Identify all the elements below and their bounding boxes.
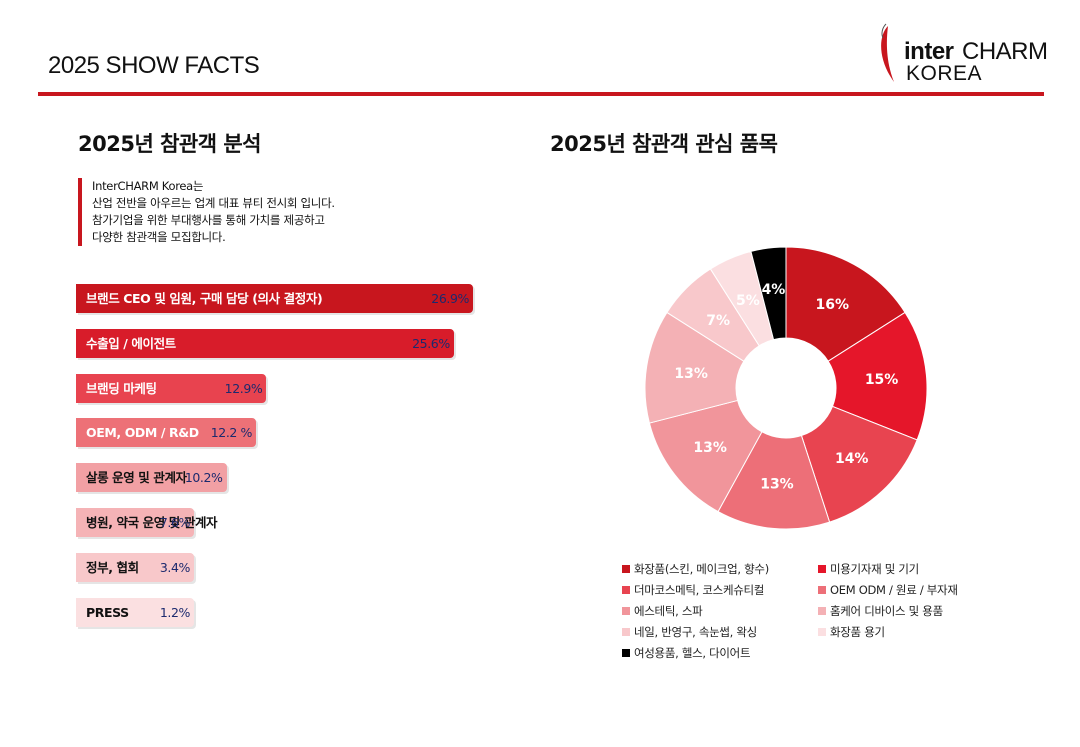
donut-slice-label: 15% [865, 372, 899, 388]
bar-value-label: 12.2 % [210, 425, 253, 441]
legend-item: 더마코스메틱, 코스케슈티컬 [622, 583, 764, 597]
legend-label: 에스테틱, 스파 [634, 604, 703, 618]
bar-value-label: 7.6% [159, 515, 191, 530]
title-rule [38, 92, 1044, 96]
bar-row: 브랜딩 마케팅 12.9% [76, 373, 267, 403]
donut-slice-label: 13% [674, 366, 708, 382]
donut-slice [800, 405, 918, 523]
intro-line: 다양한 참관객을 모집합니다. [92, 230, 226, 244]
bar-value-label: 1.2% [159, 604, 191, 620]
legend-item: 홈케어 디바이스 및 용품 [818, 604, 943, 618]
legend-swatch [622, 565, 630, 573]
left-section-title: 2025년 참관객 분석 [78, 132, 262, 156]
legend-item: 네일, 반영구, 속눈썹, 왁싱 [622, 625, 757, 639]
legend-swatch [622, 649, 630, 657]
legend-item: 화장품 용기 [818, 625, 885, 639]
donut-slice [717, 431, 831, 530]
legend-label: 미용기자재 및 기기 [830, 562, 919, 576]
bar-row: 살롱 운영 및 관계자 10.2% [76, 463, 227, 493]
legend-swatch [622, 628, 630, 636]
bar-value-label: 3.4% [159, 559, 191, 575]
intro-line: InterCHARM Korea는 [92, 179, 204, 193]
bar-value-label: 25.6% [412, 335, 450, 351]
legend-swatch [622, 607, 630, 615]
donut-slice-label: 16% [815, 297, 849, 313]
legend-swatch [818, 628, 826, 636]
legend-label: 홈케어 디바이스 및 용품 [830, 604, 943, 618]
intro-line: 산업 전반을 아우르는 업계 대표 뷰티 전시회 입니다. [92, 196, 335, 210]
donut-slice-label: 14% [835, 451, 869, 467]
legend-label: 여성용품, 헬스, 다이어트 [634, 646, 751, 660]
intro-line: 참가기업을 위한 부대행사를 통해 가치를 제공하고 [92, 213, 325, 227]
legend-item: 미용기자재 및 기기 [818, 562, 919, 576]
donut-slice [750, 246, 787, 341]
bar-label: 브랜딩 마케팅 [86, 380, 157, 396]
legend-item: 여성용품, 헬스, 다이어트 [622, 646, 751, 660]
bar-label: OEM, ODM / R&D [86, 425, 199, 441]
intercharm-logo: inter CHARM KOREA [872, 20, 1048, 88]
right-section-title: 2025년 참관객 관심 품목 [550, 132, 778, 156]
bar-row: 브랜드 CEO 및 임원, 구매 담당 (의사 결정자) 26.9% [76, 284, 473, 313]
donut-slice-label: 13% [693, 440, 727, 456]
bar-value-label: 26.9% [431, 291, 469, 306]
logo-inter-text: inter [904, 38, 954, 65]
donut-slice-label: 7% [706, 313, 730, 329]
bar-label: 브랜드 CEO 및 임원, 구매 담당 (의사 결정자) [86, 291, 323, 306]
legend-item: 에스테틱, 스파 [622, 604, 703, 618]
interest-donut-chart: 16% 15% 14% 13% 13% 13% 7% 5%4% [644, 246, 928, 530]
legend-label: OEM ODM / 원료 / 부자재 [830, 583, 958, 597]
bar-label: 수출입 / 에이전트 [86, 335, 176, 351]
legend-item: OEM ODM / 원료 / 부자재 [818, 583, 958, 597]
bar-row: PRESS 1.2% [76, 597, 194, 627]
donut-slice [785, 246, 906, 362]
logo-korea-text: KOREA [906, 62, 983, 85]
legend-label: 네일, 반영구, 속눈썹, 왁싱 [634, 625, 757, 639]
bar-label: 정부, 협회 [86, 559, 139, 575]
legend-label: 더마코스메틱, 코스케슈티컬 [634, 583, 765, 597]
legend-swatch [622, 586, 630, 594]
bar-label: 병원, 약국 운영 및 관계자 [86, 515, 218, 530]
legend-swatch [818, 607, 826, 615]
legend-swatch [818, 586, 826, 594]
legend-swatch [818, 565, 826, 573]
donut-slice [644, 311, 745, 424]
legend-label: 화장품 용기 [830, 625, 885, 639]
donut-slice [648, 399, 763, 513]
page-title: 2025 SHOW FACTS [48, 52, 260, 79]
legend-label: 화장품(스킨, 메이크업, 향수) [634, 562, 769, 576]
bar-value-label: 10.2% [184, 470, 223, 486]
logo-swoosh-icon [881, 23, 894, 82]
logo-charm-text: CHARM [962, 38, 1048, 65]
bar-row: 정부, 협회 3.4% [76, 552, 194, 582]
bar-row: OEM, ODM / R&D 12.2 % [76, 418, 257, 448]
donut-slice-label: 4% [762, 282, 786, 298]
legend-item: 화장품(스킨, 메이크업, 향수) [622, 562, 769, 576]
donut-slice [827, 311, 928, 441]
bar-label: PRESS [86, 604, 129, 620]
intro-text-block: InterCHARM Korea는 산업 전반을 아우르는 업계 대표 뷰티 전… [78, 178, 335, 246]
bar-label: 살롱 운영 및 관계자 [86, 470, 187, 486]
bar-row: 수출입 / 에이전트 25.6% [76, 328, 454, 358]
donut-slice-label: 13% [760, 477, 794, 493]
bar-row: 병원, 약국 운영 및 관계자 7.6% [76, 508, 218, 537]
bar-value-label: 12.9% [224, 380, 263, 396]
donut-slice-label: 5% [736, 293, 760, 309]
